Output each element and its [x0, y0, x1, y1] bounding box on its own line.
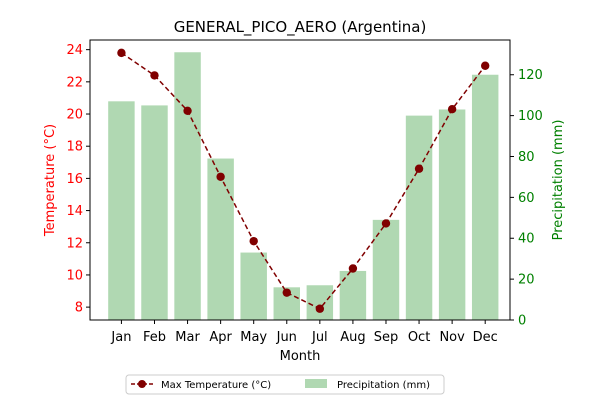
precip-bar: [207, 158, 234, 320]
y-right-tick-label: 20: [518, 273, 535, 288]
temperature-point: [183, 106, 192, 116]
y-left-tick-label: 16: [66, 172, 83, 187]
precip-bar: [405, 115, 433, 320]
x-tick-label: Feb: [143, 330, 166, 345]
y-left-tick-label: 14: [66, 204, 83, 219]
x-tick-label: Oct: [408, 330, 430, 345]
y-right-tick-label: 40: [518, 232, 535, 247]
x-tick-label: Jan: [110, 330, 131, 345]
temperature-point: [414, 164, 424, 173]
temperature-point: [282, 288, 291, 297]
x-tick-label: May: [240, 330, 267, 345]
bars-layer: [108, 52, 499, 321]
temperature-point: [348, 264, 358, 273]
y-left-tick-label: 10: [66, 268, 83, 283]
x-tick-label: Aug: [340, 330, 365, 345]
chart-title: GENERAL_PICO_AERO (Argentina): [174, 18, 427, 37]
y-left-tick-label: 18: [66, 140, 83, 155]
x-tick-label: Nov: [439, 330, 465, 345]
precip-bar: [141, 105, 168, 320]
temperature-point: [447, 104, 457, 114]
left-axis: 8 10 12 14 16 18 20 22 24: [66, 43, 90, 316]
temperature-point: [216, 172, 225, 181]
precip-bar: [108, 101, 135, 320]
temperature-point: [480, 61, 490, 70]
x-tick-label: Dec: [473, 330, 498, 345]
x-tick-label: Jul: [311, 330, 328, 345]
legend-label-temperature: Max Temperature (°C): [161, 380, 271, 391]
y-left-tick-label: 12: [66, 236, 83, 251]
x-tick-label: Mar: [175, 330, 200, 345]
y-left-tick-label: 20: [66, 108, 83, 123]
temperature-line: [120, 52, 486, 310]
temperature-point: [315, 304, 325, 313]
legend-label-precipitation: Precipitation (mm): [337, 380, 430, 391]
y-right-tick-label: 60: [518, 191, 535, 206]
plot-frame: [89, 39, 511, 321]
right-axis: 0 20 40 60 80 100 120: [510, 68, 543, 329]
x-axis: Jan Feb Mar Apr May Jun Jul Aug Sep Oct Nov Dec: [110, 320, 498, 345]
temperature-point: [150, 71, 159, 80]
precip-bar: [339, 270, 367, 320]
legend-line-marker: [138, 380, 146, 388]
y-axis-left-label: Temperature (°C): [43, 124, 58, 237]
x-axis-label: Month: [280, 349, 321, 364]
y-axis-right-label: Precipitation (mm): [551, 120, 566, 241]
x-tick-label: Apr: [209, 330, 232, 345]
precip-bar: [438, 109, 466, 321]
y-right-tick-label: 0: [518, 314, 526, 329]
y-right-tick-label: 100: [518, 109, 543, 124]
line-layer: [117, 48, 490, 313]
y-left-tick-label: 24: [66, 43, 83, 58]
x-tick-label: Jun: [276, 330, 297, 345]
precip-bar: [174, 52, 201, 320]
legend: Max Temperature (°C) Precipitation (mm): [125, 374, 445, 395]
y-left-tick-label: 22: [66, 75, 83, 90]
temperature-point: [381, 219, 391, 228]
precip-bar: [240, 252, 267, 320]
legend-box: [125, 374, 445, 395]
legend-bar-swatch: [305, 379, 327, 388]
y-right-tick-label: 80: [518, 150, 535, 165]
temperature-point: [117, 48, 126, 58]
y-left-tick-label: 8: [75, 301, 83, 316]
y-right-tick-label: 120: [518, 68, 543, 83]
precip-bar: [306, 285, 334, 320]
precip-bar: [471, 74, 499, 320]
x-tick-label: Sep: [374, 330, 399, 345]
temperature-point: [249, 236, 258, 246]
